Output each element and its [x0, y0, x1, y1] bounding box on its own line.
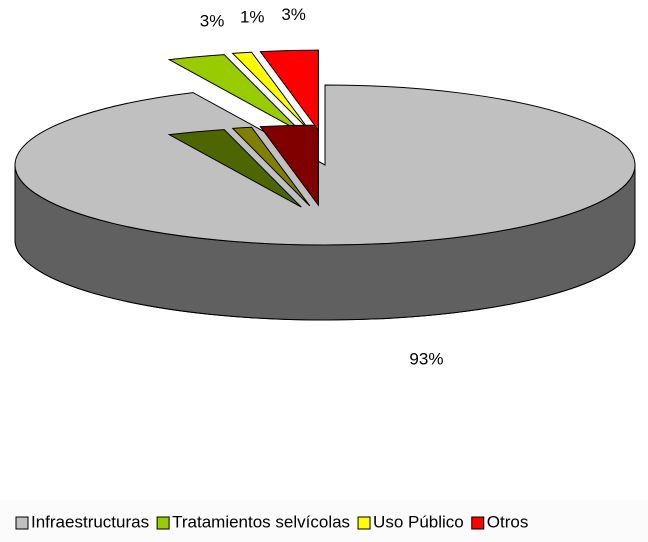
- data-label: 3%: [200, 11, 225, 30]
- legend-swatch: [156, 516, 170, 530]
- data-label: 1%: [240, 7, 265, 26]
- legend-label: Otros: [487, 512, 529, 531]
- legend-background: [0, 500, 648, 542]
- legend-swatch: [15, 516, 29, 530]
- legend-label: Infraestructuras: [31, 512, 149, 531]
- slice: [167, 54, 302, 133]
- slice-bottom: [167, 129, 302, 208]
- data-label: 93%: [409, 349, 443, 368]
- legend-swatch: [357, 516, 371, 530]
- slice: [231, 51, 311, 132]
- legend-label: Tratamientos selvícolas: [172, 512, 350, 531]
- slice: [14, 84, 636, 246]
- legend-swatch: [471, 516, 485, 530]
- slice-bottom: [231, 126, 311, 207]
- legend-label: Uso Público: [373, 512, 464, 531]
- data-label: 3%: [281, 5, 306, 24]
- slice: [259, 49, 319, 132]
